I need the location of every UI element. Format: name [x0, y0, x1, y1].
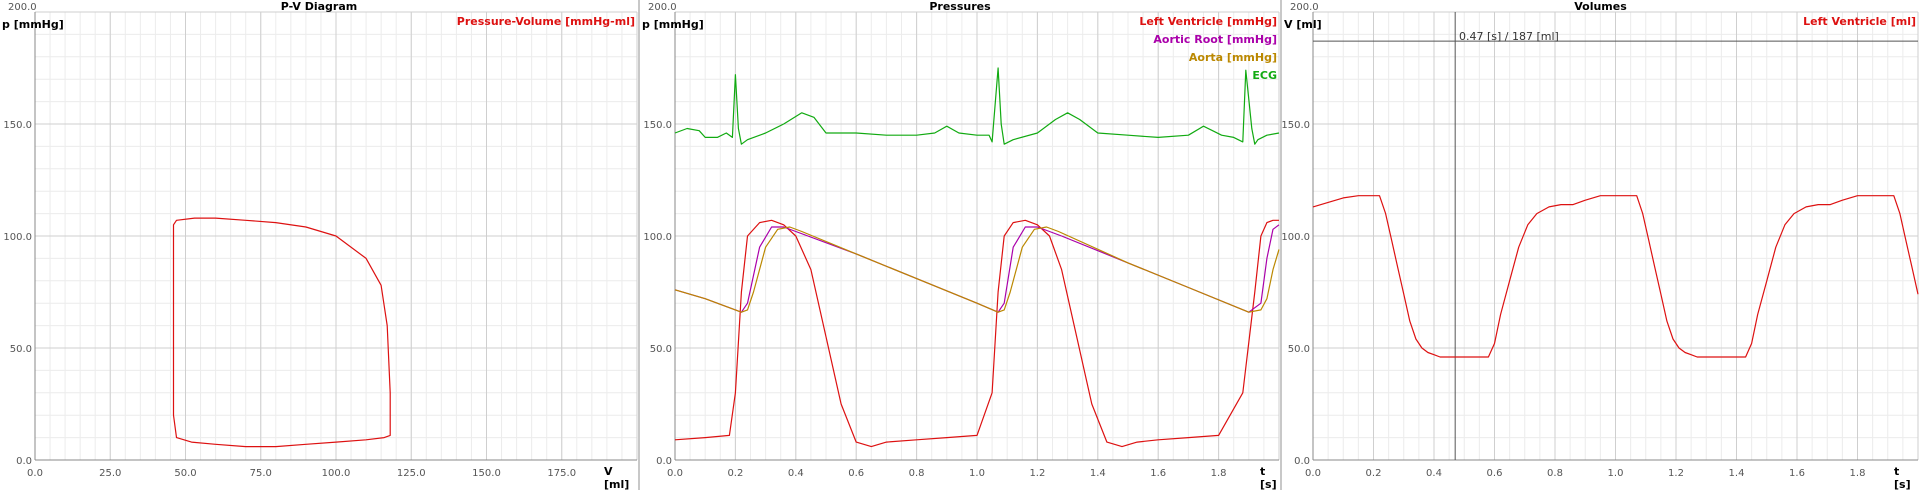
volumes-cursor-readout: 0.47 [s] / 187 [ml]: [1459, 30, 1559, 43]
pressures-legend-aorta: Aorta [mmHg]: [1188, 51, 1277, 64]
pv-plot: 0.0 25.0 50.0 75.0 100.0 125.0 150.0 175.0 0.0 50…: [3, 11, 638, 479]
x-tick-label: 0.2: [1366, 468, 1382, 479]
y-tick-label: 100.0: [1282, 232, 1310, 243]
pressures-title: Pressures: [929, 0, 991, 13]
x-tick-label: 125.0: [397, 468, 426, 479]
x-tick-label: 1.0: [969, 468, 985, 479]
pv-y-axis-label: p [mmHg]: [2, 18, 64, 31]
y-tick-label: 0.0: [656, 456, 672, 467]
x-tick-label: 0.8: [1547, 468, 1563, 479]
series-line-left-ventricle: [1312, 195, 1919, 358]
x-tick-label: 0.4: [788, 468, 804, 479]
volumes-title: Volumes: [1574, 0, 1627, 13]
pressures-legend-lv: Left Ventricle [mmHg]: [1139, 15, 1277, 28]
volumes-ymax-label: 200.0: [1290, 2, 1319, 13]
x-tick-label: 0.8: [909, 468, 925, 479]
pv-title: P-V Diagram: [280, 0, 358, 13]
pv-legend-item: Pressure-Volume [mmHg-ml]: [456, 15, 635, 28]
x-tick-label: 0.0: [1305, 468, 1321, 479]
y-tick-label: 100.0: [3, 232, 32, 243]
volumes-x-axis-label: t [s]: [1894, 465, 1911, 491]
volumes-panel: 0.0 0.2 0.4 0.6 0.8 1.0 1.2 1.4 1.6 1.8 0.0 50.0 100…: [1282, 0, 1919, 491]
x-tick-label: 1.8: [1850, 468, 1866, 479]
y-tick-label: 50.0: [10, 344, 32, 355]
pressures-ymax-label: 200.0: [648, 2, 677, 13]
x-tick-label: 0.2: [727, 468, 743, 479]
y-tick-label: 150.0: [3, 120, 32, 131]
x-tick-label: 1.6: [1150, 468, 1166, 479]
y-tick-label: 100.0: [643, 232, 672, 243]
pressures-plot: 0.0 0.2 0.4 0.6 0.8 1.0 1.2 1.4 1.6 1.8 0.0 50.0 100…: [643, 11, 1280, 479]
x-tick-label: 50.0: [174, 468, 196, 479]
pressures-legend-aortic-root: Aortic Root [mmHg]: [1153, 33, 1277, 46]
series-line-aorta: [674, 226, 1280, 313]
y-tick-label: 150.0: [643, 120, 672, 131]
pressures-y-axis-label: p [mmHg]: [642, 18, 704, 31]
y-tick-label: 50.0: [650, 344, 672, 355]
panel-divider: [1280, 0, 1282, 490]
volumes-plot: 0.0 0.2 0.4 0.6 0.8 1.0 1.2 1.4 1.6 1.8 0.0 50.0 100…: [1282, 11, 1919, 479]
x-tick-label: 0.6: [848, 468, 864, 479]
series-line-ecg: [674, 67, 1280, 145]
x-tick-label: 150.0: [472, 468, 501, 479]
x-tick-label: 1.2: [1029, 468, 1045, 479]
x-tick-label: 75.0: [250, 468, 272, 479]
volumes-legend-lv: Left Ventricle [ml]: [1803, 15, 1916, 28]
x-tick-label: 1.0: [1608, 468, 1624, 479]
x-tick-label: 1.6: [1789, 468, 1805, 479]
panel-divider: [638, 0, 640, 490]
x-tick-label: 0.6: [1487, 468, 1503, 479]
x-tick-label: 0.0: [667, 468, 683, 479]
x-tick-label: 0.4: [1426, 468, 1442, 479]
x-tick-label: 1.4: [1729, 468, 1745, 479]
y-tick-label: 0.0: [16, 456, 32, 467]
pressures-legend-ecg: ECG: [1252, 69, 1277, 82]
x-tick-label: 1.2: [1668, 468, 1684, 479]
pv-x-axis-label: V [ml]: [604, 465, 630, 491]
x-tick-label: 175.0: [547, 468, 576, 479]
series-line-left-ventricle: [674, 219, 1279, 448]
x-tick-label: 1.8: [1211, 468, 1227, 479]
y-tick-label: 50.0: [1288, 344, 1310, 355]
x-tick-label: 100.0: [322, 468, 351, 479]
pressures-x-axis-label: t [s]: [1260, 465, 1277, 491]
pressures-panel: 0.0 0.2 0.4 0.6 0.8 1.0 1.2 1.4 1.6 1.8 0.0 50.0 100…: [640, 0, 1280, 491]
x-tick-label: 1.4: [1090, 468, 1106, 479]
y-tick-label: 0.0: [1294, 456, 1310, 467]
x-tick-label: 0.0: [27, 468, 43, 479]
y-tick-label: 150.0: [1282, 120, 1310, 131]
pv-ymax-label: 200.0: [8, 2, 37, 13]
series-line-pressure-volume: [172, 217, 391, 448]
pv-panel: 0.0 25.0 50.0 75.0 100.0 125.0 150.0 175.0 0.0 50…: [0, 0, 638, 491]
volumes-y-axis-label: V [ml]: [1284, 18, 1322, 31]
x-tick-label: 25.0: [99, 468, 121, 479]
